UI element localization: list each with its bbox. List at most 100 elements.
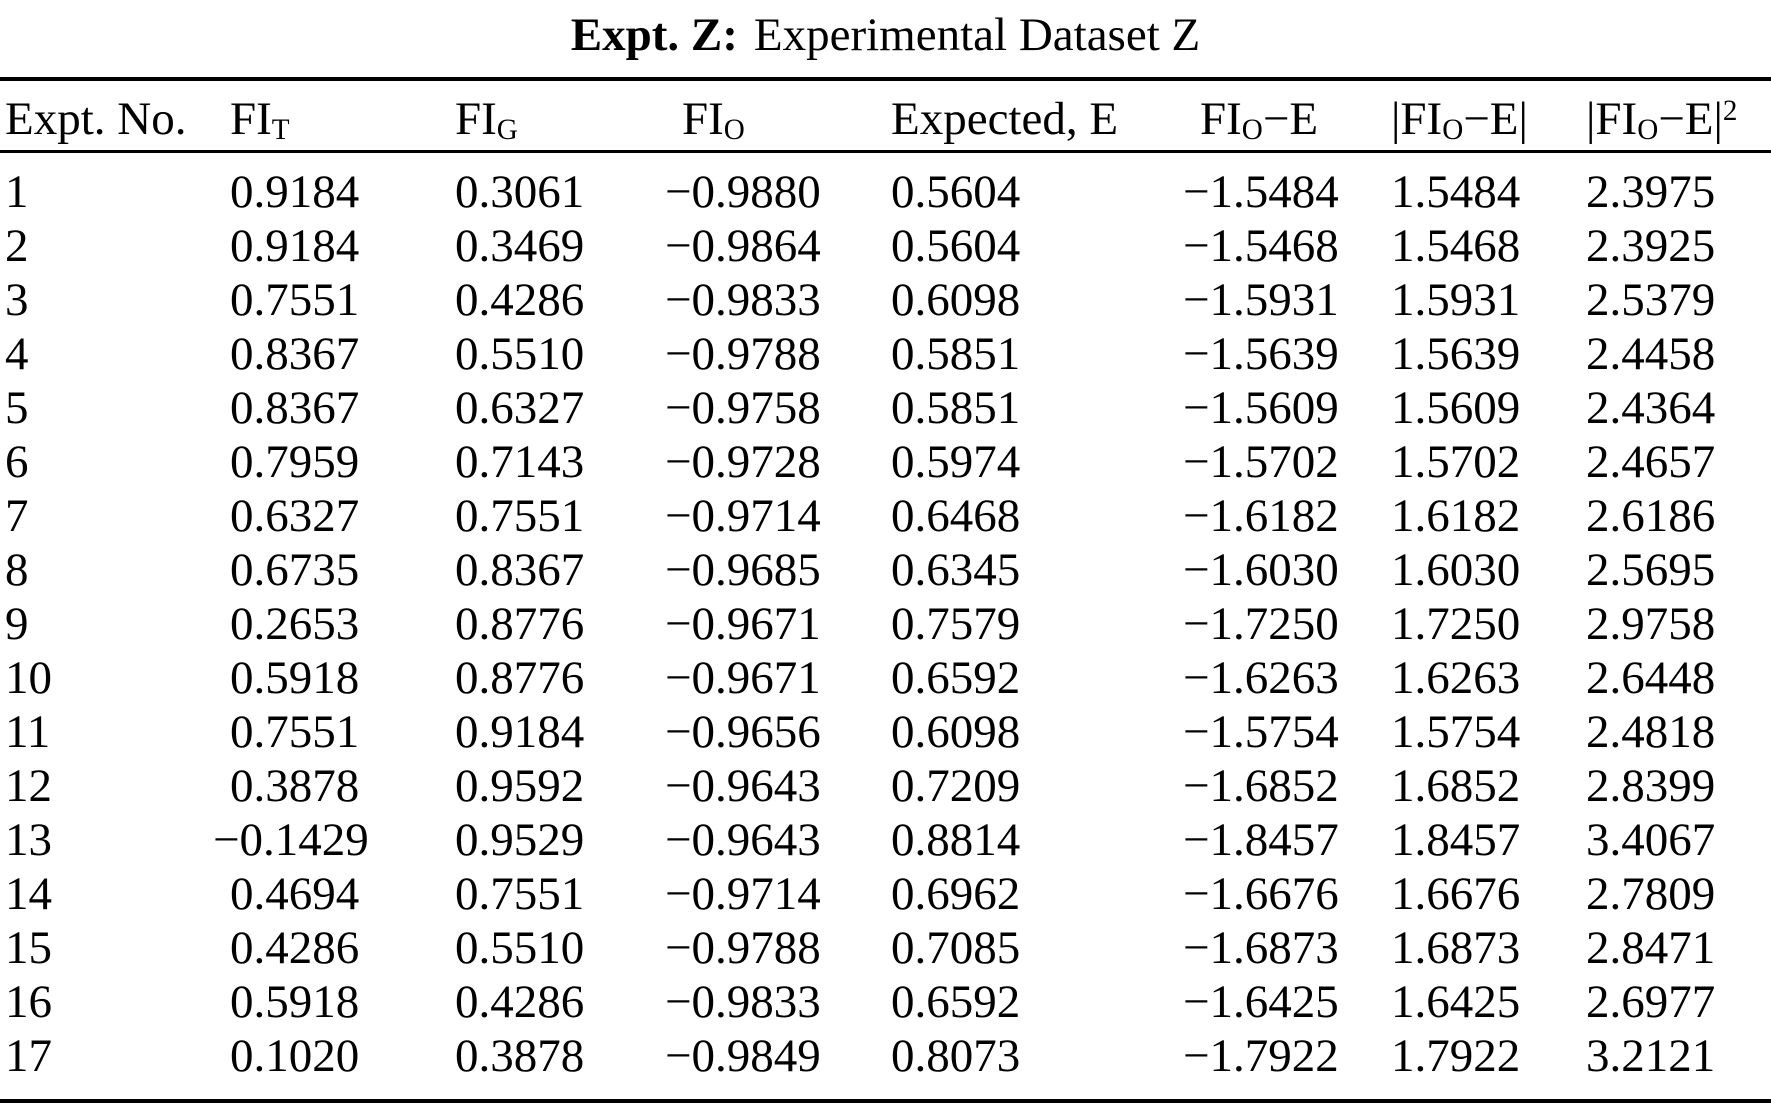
cell-expected-e: 0.5974 — [891, 435, 1021, 488]
cell-fi-t: −0.1429 — [213, 813, 369, 866]
cell-expt-no: 2 — [5, 219, 29, 272]
cell-abs-fio-minus-e-sq: 2.3975 — [1586, 165, 1716, 218]
cell-fi-o: −0.9880 — [665, 165, 821, 218]
header-text: Expected, E — [891, 93, 1119, 146]
table-row: 6 0.7959 0.7143 −0.9728 0.5974 −1.5702 1… — [0, 435, 1771, 489]
cell-expected-e: 0.5851 — [891, 327, 1021, 380]
col-header-expt-no: Expt. No. — [0, 79, 230, 153]
cell-expt-no: 9 — [5, 597, 29, 650]
cell-fio-minus-e: −1.5931 — [1183, 273, 1339, 326]
cell-fi-g: 0.3469 — [455, 219, 585, 272]
cell-abs-fio-minus-e-sq: 2.6186 — [1586, 489, 1716, 542]
cell-fi-t: 0.3878 — [230, 759, 360, 812]
col-header-fi-o: FIO — [682, 79, 891, 153]
cell-fi-t: 0.5918 — [230, 651, 360, 704]
header-subscript: O — [723, 114, 745, 147]
table-row: 10 0.5918 0.8776 −0.9671 0.6592 −1.6263 … — [0, 651, 1771, 705]
cell-fio-minus-e: −1.6852 — [1183, 759, 1339, 812]
header-text: FI — [455, 93, 497, 146]
header-text: |FI — [1391, 93, 1443, 146]
cell-expt-no: 8 — [5, 543, 29, 596]
cell-abs-fio-minus-e: 1.8457 — [1391, 813, 1521, 866]
cell-fi-g: 0.8776 — [455, 651, 585, 704]
header-subscript: O — [1442, 114, 1464, 147]
cell-abs-fio-minus-e: 1.6425 — [1391, 975, 1521, 1028]
cell-fi-o: −0.9833 — [665, 975, 821, 1028]
cell-abs-fio-minus-e-sq: 2.8471 — [1586, 921, 1716, 974]
cell-fi-o: −0.9849 — [665, 1029, 821, 1082]
header-subscript: T — [271, 114, 290, 147]
cell-fi-g: 0.3878 — [455, 1029, 585, 1082]
cell-fio-minus-e: −1.5754 — [1183, 705, 1339, 758]
header-subscript: G — [496, 114, 518, 147]
cell-expected-e: 0.5604 — [891, 165, 1021, 218]
cell-fi-g: 0.4286 — [455, 975, 585, 1028]
data-table: Expt. No. FIT FIG FIO Expected, E FIO−E … — [0, 77, 1771, 1103]
cell-fi-g: 0.9184 — [455, 705, 585, 758]
cell-fi-g: 0.3061 — [455, 165, 585, 218]
cell-fi-o: −0.9788 — [665, 327, 821, 380]
cell-abs-fio-minus-e-sq: 3.4067 — [1586, 813, 1716, 866]
cell-expected-e: 0.6592 — [891, 975, 1021, 1028]
table-row: 1 0.9184 0.3061 −0.9880 0.5604 −1.5484 1… — [0, 151, 1771, 219]
table-row: 5 0.8367 0.6327 −0.9758 0.5851 −1.5609 1… — [0, 381, 1771, 435]
cell-fi-o: −0.9833 — [665, 273, 821, 326]
cell-fio-minus-e: −1.6425 — [1183, 975, 1339, 1028]
cell-fi-o: −0.9671 — [665, 651, 821, 704]
cell-fi-t: 0.6735 — [230, 543, 360, 596]
cell-abs-fio-minus-e: 1.6873 — [1391, 921, 1521, 974]
cell-abs-fio-minus-e-sq: 2.5379 — [1586, 273, 1716, 326]
cell-fi-o: −0.9864 — [665, 219, 821, 272]
cell-abs-fio-minus-e: 1.5754 — [1391, 705, 1521, 758]
cell-expt-no: 4 — [5, 327, 29, 380]
cell-expt-no: 14 — [5, 867, 52, 920]
cell-expected-e: 0.7085 — [891, 921, 1021, 974]
cell-expected-e: 0.7209 — [891, 759, 1021, 812]
cell-fi-t: 0.1020 — [230, 1029, 360, 1082]
cell-expected-e: 0.8814 — [891, 813, 1021, 866]
cell-fio-minus-e: −1.7250 — [1183, 597, 1339, 650]
cell-expt-no: 5 — [5, 381, 29, 434]
header-text: −E — [1262, 93, 1319, 146]
cell-fi-t: 0.9184 — [230, 165, 360, 218]
cell-expected-e: 0.6962 — [891, 867, 1021, 920]
cell-fio-minus-e: −1.5484 — [1183, 165, 1339, 218]
col-header-expected-e: Expected, E — [891, 79, 1200, 153]
cell-fio-minus-e: −1.5609 — [1183, 381, 1339, 434]
cell-fi-o: −0.9788 — [665, 921, 821, 974]
table-body: 1 0.9184 0.3061 −0.9880 0.5604 −1.5484 1… — [0, 151, 1771, 1101]
cell-fio-minus-e: −1.6873 — [1183, 921, 1339, 974]
cell-expt-no: 7 — [5, 489, 29, 542]
table-row: 8 0.6735 0.8367 −0.9685 0.6345 −1.6030 1… — [0, 543, 1771, 597]
cell-expt-no: 6 — [5, 435, 29, 488]
cell-fi-o: −0.9643 — [665, 759, 821, 812]
cell-fi-g: 0.5510 — [455, 327, 585, 380]
cell-abs-fio-minus-e-sq: 2.6448 — [1586, 651, 1716, 704]
cell-fio-minus-e: −1.6676 — [1183, 867, 1339, 920]
table-row: 14 0.4694 0.7551 −0.9714 0.6962 −1.6676 … — [0, 867, 1771, 921]
cell-fi-g: 0.7143 — [455, 435, 585, 488]
table-title-label: Expt. Z: — [570, 9, 738, 61]
table-row: 16 0.5918 0.4286 −0.9833 0.6592 −1.6425 … — [0, 975, 1771, 1029]
header-text: FI — [230, 93, 272, 146]
table-row: 9 0.2653 0.8776 −0.9671 0.7579 −1.7250 1… — [0, 597, 1771, 651]
cell-fi-t: 0.5918 — [230, 975, 360, 1028]
cell-abs-fio-minus-e-sq: 2.4458 — [1586, 327, 1716, 380]
cell-fi-g: 0.8367 — [455, 543, 585, 596]
col-header-fi-g: FIG — [455, 79, 682, 153]
cell-abs-fio-minus-e-sq: 2.9758 — [1586, 597, 1716, 650]
table-row: 13 −0.1429 0.9529 −0.9643 0.8814 −1.8457… — [0, 813, 1771, 867]
cell-abs-fio-minus-e: 1.6030 — [1391, 543, 1521, 596]
cell-fi-o: −0.9714 — [665, 867, 821, 920]
cell-abs-fio-minus-e: 1.5609 — [1391, 381, 1521, 434]
cell-abs-fio-minus-e: 1.5468 — [1391, 219, 1521, 272]
table-row: 2 0.9184 0.3469 −0.9864 0.5604 −1.5468 1… — [0, 219, 1771, 273]
cell-expt-no: 10 — [5, 651, 52, 704]
table-row: 7 0.6327 0.7551 −0.9714 0.6468 −1.6182 1… — [0, 489, 1771, 543]
cell-fio-minus-e: −1.6030 — [1183, 543, 1339, 596]
table-row: 12 0.3878 0.9592 −0.9643 0.7209 −1.6852 … — [0, 759, 1771, 813]
header-subscript: O — [1637, 114, 1659, 147]
cell-fi-t: 0.4694 — [230, 867, 360, 920]
table-row: 11 0.7551 0.9184 −0.9656 0.6098 −1.5754 … — [0, 705, 1771, 759]
cell-abs-fio-minus-e: 1.5484 — [1391, 165, 1521, 218]
